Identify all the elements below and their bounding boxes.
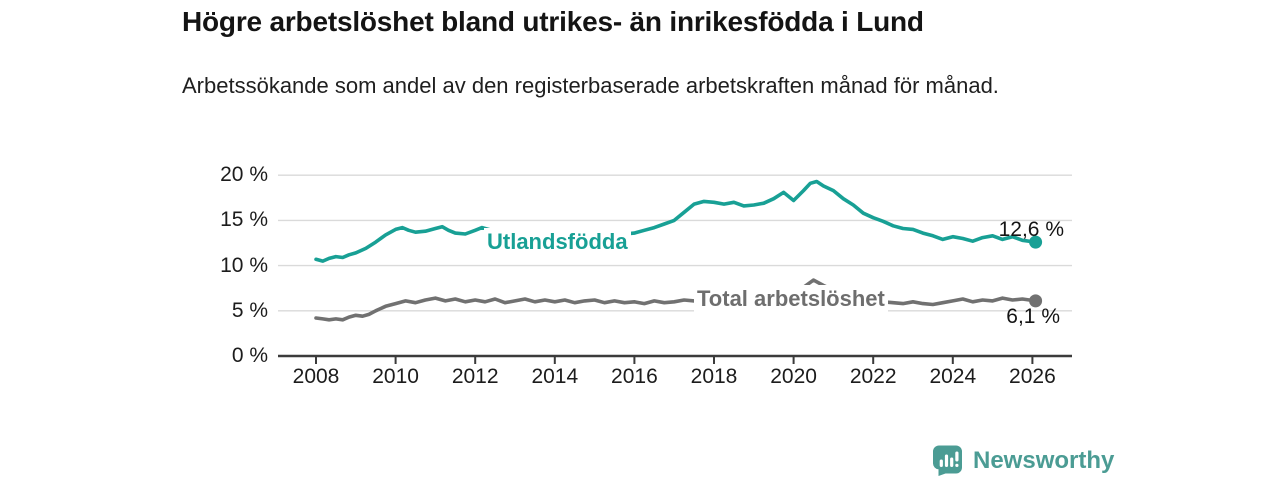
x-axis-tick-label: 2022 [849,365,897,388]
x-axis-tick-label: 2024 [929,365,977,388]
x-axis-tick-label: 2008 [292,365,340,388]
end-value-label-utlandsfodda: 12,6 % [998,218,1064,241]
x-axis-tick-label: 2020 [770,365,817,388]
y-axis-tick-label: 20 % [220,163,268,187]
y-axis-tick-label: 5 % [231,298,268,322]
x-axis-tick-label: 2018 [690,365,738,388]
series-line-0 [314,179,1038,263]
series-end-dot-0 [1029,235,1043,249]
x-axis-tick-label: 2026 [1009,365,1056,388]
chart-subtitle: Arbetssökande som andel av den registerb… [182,73,999,98]
y-axis-tick-label: 10 % [220,253,268,277]
series-label-total-arbetsloshet: Total arbetslöshet [694,285,888,313]
y-axis-tick-label: 15 % [220,208,268,232]
x-axis-tick-label: 2010 [372,365,419,388]
series-end-dot-1 [1029,294,1043,308]
x-axis-tick-label: 2012 [451,365,499,388]
newsworthy-logo-text: Newsworthy [973,446,1115,474]
newsworthy-logo: Newsworthy [931,444,1114,477]
series-line-1 [314,278,1038,322]
x-axis-tick-label: 2014 [531,365,579,388]
x-axis-tick-label: 2016 [611,365,658,388]
series-label-utlandsfodda: Utlandsfödda [484,228,631,256]
y-axis-tick-label: 0 % [231,344,268,367]
chart-title: Högre arbetslöshet bland utrikes- än inr… [182,6,924,37]
newsworthy-bubble-chart-icon [933,445,962,476]
end-value-label-total: 6,1 % [1006,305,1060,328]
